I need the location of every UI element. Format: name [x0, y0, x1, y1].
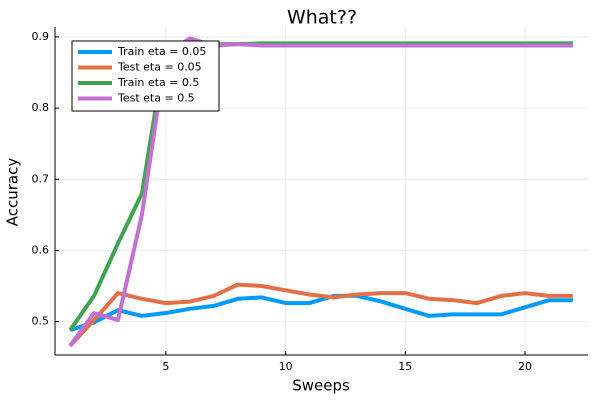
y-tick-label: 0.7: [32, 172, 50, 185]
legend-label-1: Train eta = 0.05: [117, 45, 206, 58]
series-line-1: [69, 293, 573, 333]
legend: Train eta = 0.05 Test eta = 0.05 Train eta…: [71, 40, 220, 112]
tick-labels: 5 10 15 20 0.5 0.6 0.7 0.8 0.9: [32, 30, 533, 373]
series-line-3: [68, 41, 573, 332]
legend-label-3: Train eta = 0.5: [117, 76, 199, 89]
y-axis-label: Accuracy: [4, 158, 22, 227]
axes: [54, 27, 588, 356]
plot-series: [68, 36, 573, 348]
x-tick-label: 20: [518, 360, 532, 373]
series-line-4: [68, 36, 573, 347]
y-tick-label: 0.5: [32, 315, 50, 328]
x-tick-label: 10: [279, 360, 293, 373]
legend-label-2: Test eta = 0.05: [117, 61, 202, 74]
x-axis-label: Sweeps: [292, 377, 350, 395]
x-tick-label: 5: [162, 360, 169, 373]
legend-label-4: Test eta = 0.5: [117, 92, 195, 105]
chart-title: What??: [287, 7, 357, 29]
y-tick-label: 0.9: [32, 30, 50, 43]
x-tick-label: 15: [398, 360, 412, 373]
series-line-2: [68, 282, 573, 348]
y-tick-label: 0.8: [32, 101, 50, 114]
y-tick-label: 0.6: [32, 243, 50, 256]
